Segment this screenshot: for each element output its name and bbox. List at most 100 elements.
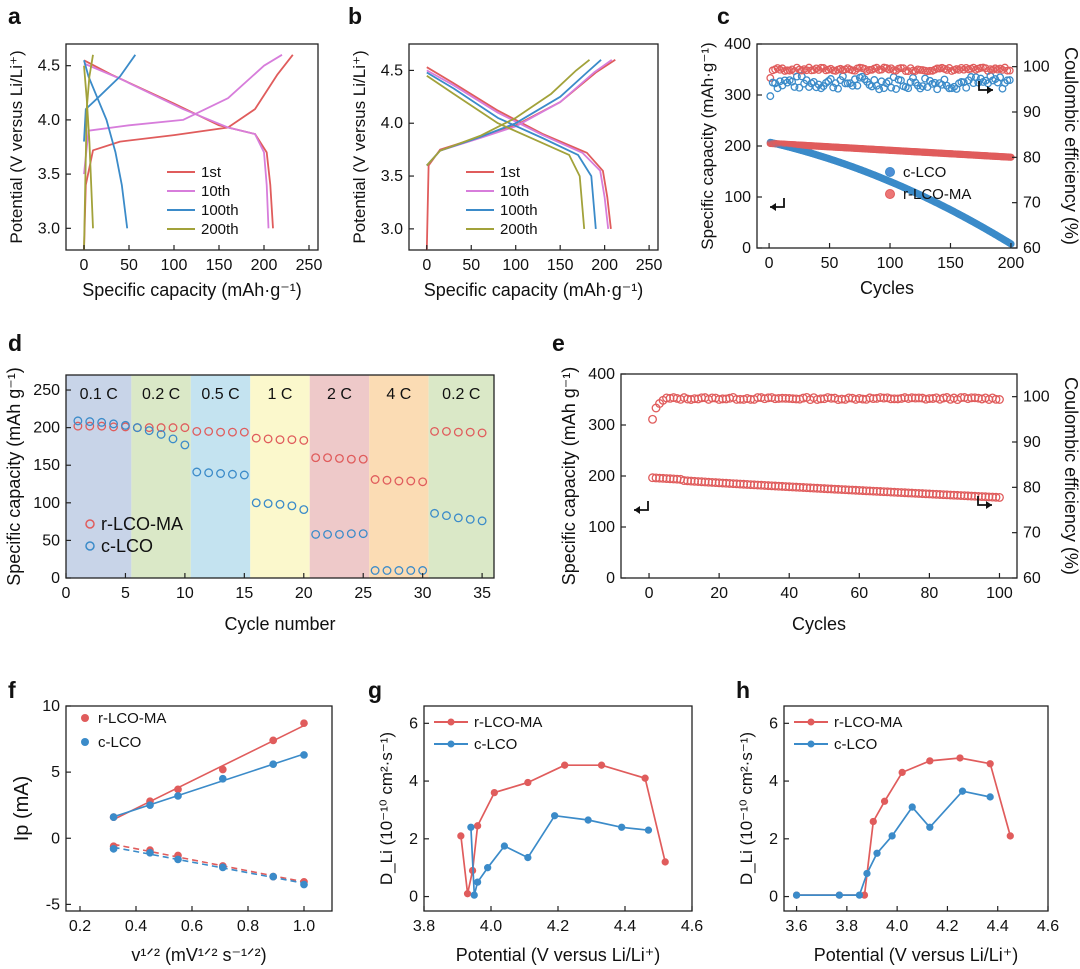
x-tick-label: 25 [354, 585, 372, 602]
c-LCO anodic-point [269, 760, 278, 769]
c-LCO-point [275, 499, 285, 509]
c-LCO-point [370, 566, 380, 575]
x-axis-title: Cycles [860, 278, 914, 298]
legend-marker [447, 740, 455, 748]
c-LCO-point [311, 529, 321, 539]
y-tick-label: 3.0 [381, 221, 403, 238]
y-tick-label: 150 [33, 457, 60, 474]
c-LCO-point [483, 864, 492, 872]
x-tick-label: 200 [251, 257, 278, 274]
y2-tick-label: 70 [1023, 525, 1041, 542]
c-LCO-point [888, 832, 896, 840]
c-LCO-point [358, 529, 368, 539]
c-LCO-point [263, 499, 273, 509]
c-lco-ce-point [877, 77, 886, 86]
y-axis-title: Potential (V versus Li/Li⁺) [350, 50, 369, 243]
c-LCO-point [109, 419, 119, 429]
x-tick-label: 35 [473, 585, 491, 602]
r-LCO-MA-point [490, 788, 499, 797]
c-LCO-point [467, 823, 475, 831]
capacity-point [991, 492, 1001, 502]
c-LCO-point [551, 812, 559, 820]
r-lco-ma-ce-point [1005, 66, 1014, 75]
y2-tick-label: 90 [1023, 104, 1041, 121]
r-LCO-MA-point [394, 476, 404, 486]
r-LCO-MA-point [227, 427, 237, 437]
c-LCO-point [524, 853, 532, 862]
x-tick-label: 3.6 [785, 918, 807, 935]
c-LCO-point [618, 823, 626, 831]
r-LCO-MA anodic-point [218, 765, 227, 774]
c-LCO-point [453, 513, 463, 523]
rate-label: 0.2 C [442, 386, 480, 403]
x-tick-label: 200 [591, 257, 618, 274]
x-tick-label: 100 [161, 257, 188, 274]
legend-marker [85, 519, 95, 529]
r-lco-ma-ce-point [1003, 66, 1012, 75]
c-lco-ce-point [887, 83, 896, 92]
legend-marker [81, 738, 89, 746]
x-tick-label: 15 [235, 585, 253, 602]
r-LCO-MA-point [156, 423, 166, 433]
legend-marker [885, 189, 895, 199]
x-tick-label: 0 [422, 257, 431, 274]
y-tick-label: 4.0 [381, 115, 403, 132]
arrow-left-axis-head [634, 506, 640, 514]
y2-tick-label: 60 [1023, 240, 1041, 257]
c-lco-ce-point [795, 83, 804, 92]
r-LCO-MA-point [358, 454, 368, 464]
legend-label: c-LCO [98, 734, 141, 751]
c-lco-ce-point [906, 78, 915, 86]
r-LCO-MA-point [299, 435, 309, 445]
c-lco-ce-point [921, 74, 930, 83]
c-LCO-point [192, 467, 202, 477]
c-lco-ce-point [824, 77, 833, 86]
r-LCO-MA-point [524, 778, 532, 787]
c-lco-ce-point [848, 81, 857, 90]
r-LCO-MA-point [641, 774, 649, 782]
c-LCO cathodic-point [218, 863, 227, 872]
c-lco-ce-point [846, 79, 855, 88]
c-LCO-point [473, 878, 482, 886]
c-LCO cathodic-point [109, 844, 118, 853]
c-lco-ce-point [817, 84, 826, 93]
x-tick-label: 200 [998, 255, 1025, 272]
y-tick-label: 200 [33, 420, 60, 437]
y-tick-label: -5 [46, 896, 60, 913]
r-lco-ma-ce-point [778, 64, 787, 73]
panel-h: 3.6 3.8 4.0 4.2 4.4 4.6 0 2 4 6 Potential (V versu… [736, 677, 1059, 965]
panel-label: a [8, 3, 21, 29]
c-LCO-point [73, 416, 83, 426]
c-LCO-point [500, 842, 509, 850]
curve-10th-charge [83, 54, 283, 175]
panel-label: g [368, 677, 382, 703]
curve-200th-discharge [83, 65, 94, 229]
y-tick-label: 400 [724, 36, 751, 53]
c-LCO-point [156, 429, 166, 439]
r-LCO-MA-point [251, 433, 261, 443]
y-tick-label: 300 [588, 417, 615, 434]
curve-10th-discharge [83, 62, 270, 229]
y-tick-label: 100 [724, 189, 751, 206]
r-LCO-MA-point [406, 476, 416, 486]
y-tick-label: 3.0 [38, 220, 60, 237]
plot-frame [65, 374, 495, 579]
c-LCO-point [204, 468, 214, 478]
legend-marker [447, 718, 455, 726]
c-LCO-point [644, 826, 653, 834]
y-tick-label: 50 [42, 532, 60, 549]
x-tick-label: 150 [206, 257, 233, 274]
c-lco-ce-point [826, 75, 835, 83]
plot-frame [65, 43, 319, 251]
legend-marker [85, 541, 95, 551]
x-axis-title: Potential (V versus Li/Li⁺) [814, 945, 1019, 965]
rate-label: 2 C [327, 386, 352, 403]
y-tick-label: 200 [588, 468, 615, 485]
ce-point [991, 394, 1001, 404]
r-lco-ma-ce-point [969, 63, 978, 72]
r-LCO-MA anodic-point [174, 785, 182, 794]
c-LCO-point [406, 566, 416, 575]
curve-200th-charge [426, 59, 591, 167]
r-LCO-MA-point [144, 423, 154, 433]
curve-100th-discharge [426, 71, 597, 229]
